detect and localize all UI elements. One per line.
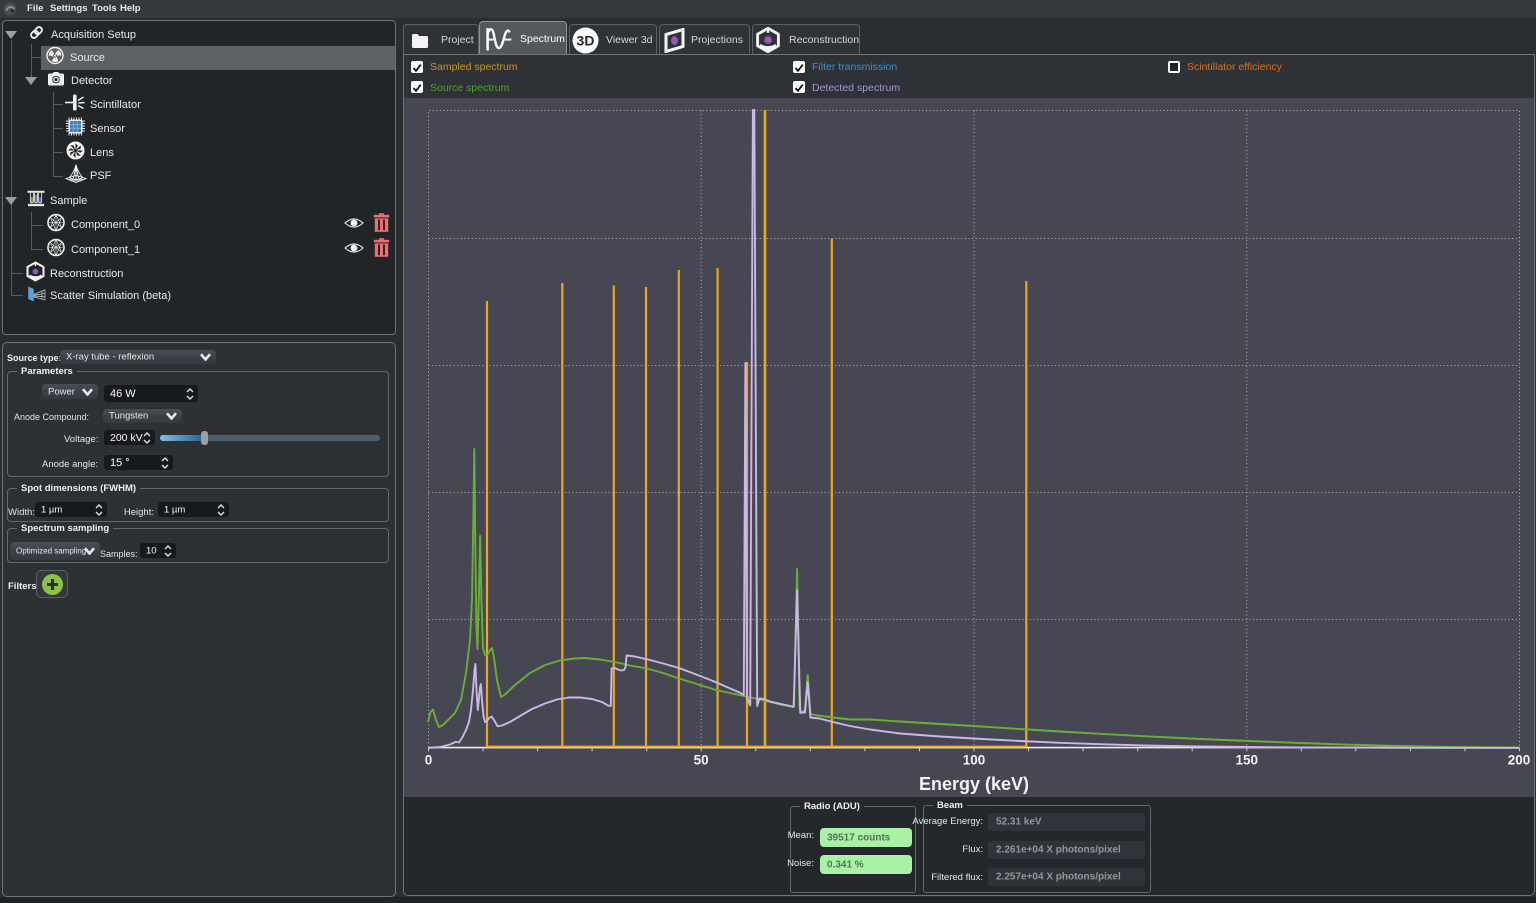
svg-text:Energy (keV): Energy (keV): [919, 774, 1029, 794]
svg-text:100: 100: [963, 753, 986, 768]
svg-text:150: 150: [1236, 753, 1259, 768]
svg-text:200: 200: [1508, 753, 1531, 768]
svg-text:0: 0: [425, 753, 433, 768]
svg-text:50: 50: [694, 753, 709, 768]
svg-text:3D: 3D: [577, 33, 595, 49]
